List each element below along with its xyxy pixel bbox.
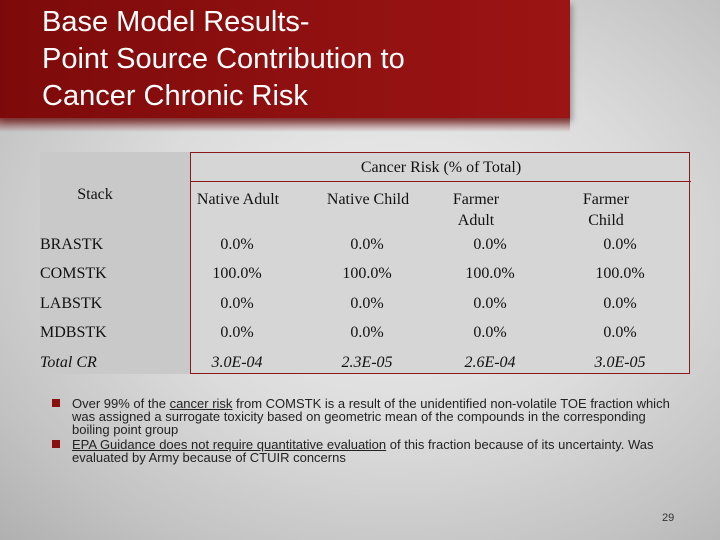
group-header: Cancer Risk (% of Total) (360, 159, 522, 176)
table-cell: 0.0% (350, 324, 384, 341)
table-cell: 100.0% (212, 265, 262, 282)
bullet-item-2: EPA Guidance does not require quantitati… (52, 438, 682, 464)
col-header-farmer-adult: Farmer Adult (452, 191, 500, 229)
title-band: Base Model Results- Point Source Contrib… (0, 0, 570, 132)
slide-title: Base Model Results- Point Source Contrib… (42, 4, 562, 115)
table-cell: 0.0% (603, 324, 637, 341)
table-cell: 0.0% (603, 236, 637, 253)
title-line-3: Cancer Chronic Risk (42, 80, 308, 112)
table-cell: 2.3E-05 (341, 354, 393, 371)
table-cell: 0.0% (473, 295, 507, 312)
row-label-comstk: COMSTK (40, 265, 107, 282)
row-label-labstk: LABSTK (40, 295, 103, 312)
table-cell: 0.0% (220, 295, 254, 312)
square-bullet-icon (52, 440, 60, 448)
title-line-2: Point Source Contribution to (42, 43, 405, 75)
bullet-2-text-post: of this fraction because of its uncertai… (72, 437, 654, 465)
col-header-native-child: Native Child (326, 191, 410, 208)
col-header-native-adult: Native Adult (196, 191, 280, 208)
table-cell: 0.0% (473, 236, 507, 253)
row-header-stack: Stack (77, 186, 113, 203)
table-cell: 0.0% (473, 324, 507, 341)
table-cell: 0.0% (220, 236, 254, 253)
risk-table: Stack Cancer Risk (% of Total) Native Ad… (40, 152, 691, 374)
table-cell: 0.0% (603, 295, 637, 312)
row-label-total-cr: Total CR (40, 354, 97, 371)
table-cell: 3.0E-05 (594, 354, 646, 371)
col-header-farmer-child: Farmer Child (582, 191, 630, 229)
table-cell: 0.0% (350, 236, 384, 253)
square-bullet-icon (52, 399, 60, 407)
table-cell: 0.0% (350, 295, 384, 312)
row-label-brastk: BRASTK (40, 236, 104, 253)
header-divider (191, 181, 691, 182)
bullet-item-1: Over 99% of the cancer risk from COMSTK … (52, 397, 682, 436)
row-label-mdbstk: MDBSTK (40, 324, 107, 341)
table-cell: 100.0% (465, 265, 515, 282)
title-line-1: Base Model Results- (42, 6, 310, 38)
table-cell: 100.0% (342, 265, 392, 282)
table-cell: 100.0% (595, 265, 645, 282)
bullet-2-link-epa-guidance[interactable]: EPA Guidance does not require quantitati… (72, 437, 387, 452)
page-number: 29 (662, 512, 675, 524)
bullet-list: Over 99% of the cancer risk from COMSTK … (52, 397, 682, 466)
bullet-1-link-cancer-risk[interactable]: cancer risk (169, 396, 233, 411)
table-cell: 3.0E-04 (211, 354, 263, 371)
table-cell: 0.0% (220, 324, 254, 341)
bullet-1-text-pre: Over 99% of the (72, 396, 170, 411)
table-cell: 2.6E-04 (464, 354, 516, 371)
table-values-panel: Cancer Risk (% of Total) Native Adult Na… (190, 152, 691, 374)
bullet-1-text-post: from COMSTK is a result of the unidentif… (72, 396, 670, 437)
